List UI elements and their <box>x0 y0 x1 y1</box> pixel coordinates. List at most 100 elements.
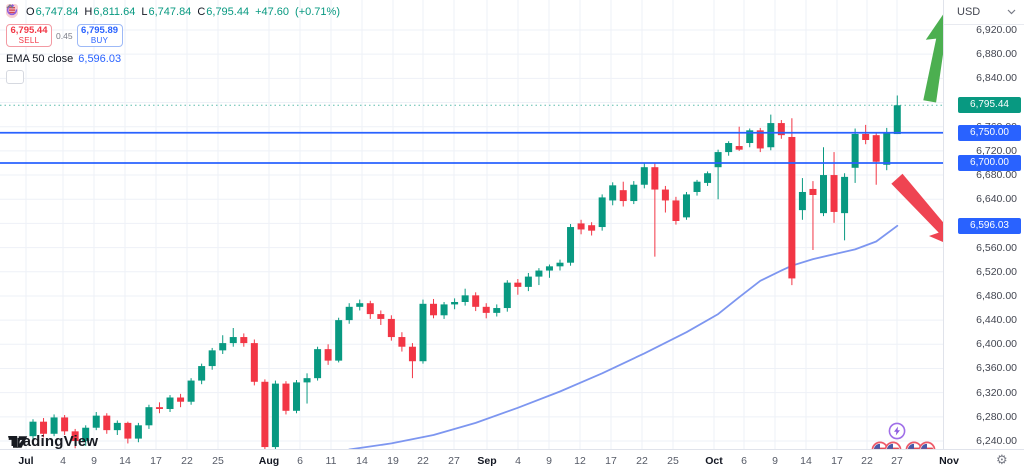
time-tick-label: Oct <box>705 455 723 467</box>
candle <box>493 304 501 317</box>
low-value: 6,747.84 <box>148 5 192 18</box>
candle-body <box>335 320 343 361</box>
candle-body <box>651 167 659 190</box>
tradingview-watermark[interactable]: TradingView <box>8 433 98 449</box>
candle-body <box>261 381 269 448</box>
candle <box>82 425 90 446</box>
candle-body <box>472 295 480 307</box>
candle <box>482 303 490 319</box>
time-tick-label: 14 <box>800 455 812 467</box>
candle-body <box>545 266 553 271</box>
price-tick-label: 6,360.00 <box>976 362 1017 375</box>
watermark-text: TradingView <box>8 433 99 449</box>
price-tick-label: 6,280.00 <box>976 410 1017 423</box>
candle-body <box>893 105 901 135</box>
sell-button[interactable]: 6,795.44 SELL <box>6 24 52 47</box>
price-tick-label: 6,400.00 <box>976 338 1017 351</box>
sell-price: 6,795.44 <box>10 25 48 36</box>
candle <box>556 259 564 271</box>
indicator-name: EMA 50 close <box>6 53 74 65</box>
candle <box>524 272 532 292</box>
candle-body <box>29 421 37 437</box>
candle <box>261 379 269 449</box>
candle <box>229 327 237 347</box>
candle <box>29 419 37 443</box>
change-value: +47.60 <box>255 5 290 18</box>
candle <box>335 317 343 363</box>
candle <box>61 415 69 435</box>
candle-body <box>682 194 690 218</box>
candle-body <box>830 175 838 212</box>
chevron-down-icon <box>1007 9 1016 15</box>
candle <box>198 363 206 385</box>
candle <box>177 393 185 408</box>
candle <box>472 292 480 312</box>
high-value: 6,811.64 <box>93 5 136 18</box>
candle-body <box>82 427 90 442</box>
candle <box>788 118 796 286</box>
candle <box>103 413 111 434</box>
candle <box>619 181 627 207</box>
time-tick-label: 4 <box>60 455 66 467</box>
legend-collapse-button[interactable] <box>6 4 24 84</box>
candle <box>503 280 511 312</box>
candle <box>862 124 870 145</box>
ema-price-badge: 6,596.03 <box>958 217 1021 234</box>
candle-body <box>598 197 606 228</box>
candle <box>282 381 290 415</box>
candle-body <box>851 133 859 168</box>
time-tick-label: 9 <box>91 455 97 467</box>
candle-body <box>714 152 722 168</box>
settings-gear-icon[interactable]: ⚙ <box>996 452 1008 467</box>
currency-selector[interactable]: USD <box>944 0 1024 25</box>
indicator-row[interactable]: EMA 50 close 6,596.03 <box>6 4 340 65</box>
close-value: 6,795.44 <box>206 5 250 18</box>
price-tick-label: 6,720.00 <box>976 144 1017 157</box>
candle-body <box>398 337 406 347</box>
candle-body <box>134 425 142 439</box>
price-tick-label: 6,480.00 <box>976 289 1017 302</box>
candle-body <box>809 188 817 196</box>
candle <box>92 412 100 431</box>
candle-body <box>567 227 575 263</box>
candle-body <box>293 382 300 411</box>
candle <box>630 181 638 205</box>
candle-body <box>271 383 279 448</box>
candle-body <box>113 422 121 431</box>
candle-body <box>219 343 227 351</box>
candle-body <box>250 343 258 382</box>
buy-price: 6,795.89 <box>81 25 119 36</box>
candle <box>714 149 722 200</box>
price-axis[interactable]: USD 6,920.006,880.006,840.006,760.006,72… <box>943 0 1024 449</box>
candle <box>40 418 48 438</box>
time-axis[interactable]: ⚙ Jul 4 9 14 17 22 25 Aug 6 11 14 19 22 27 Sep 4 9 12 17 22… <box>0 449 1024 472</box>
chart-plot-area[interactable]: − O6,747.84 H6,811.64 L6,747.84 C6,795.4… <box>0 0 943 449</box>
ema-50-line[interactable] <box>348 224 899 449</box>
candle <box>851 128 859 183</box>
candle <box>324 344 332 365</box>
candle <box>651 163 659 257</box>
candle <box>893 95 901 135</box>
candle-body <box>145 407 153 426</box>
buy-button[interactable]: 6,795.89 BUY <box>76 24 123 47</box>
candle-body <box>303 378 311 383</box>
candle-body <box>40 421 48 434</box>
candle-body <box>661 189 669 201</box>
time-tick-label: 14 <box>119 455 131 467</box>
candle-body <box>345 306 353 321</box>
candle <box>682 191 690 220</box>
candle <box>387 315 395 341</box>
time-tick-label: 25 <box>667 455 679 467</box>
close-label: C <box>197 5 206 18</box>
candle-body <box>50 417 58 434</box>
candle-body <box>725 143 733 153</box>
candle-body <box>735 146 743 150</box>
open-label: O <box>26 5 35 18</box>
price-tick-label: 6,320.00 <box>976 386 1017 399</box>
time-tick-label: Jul <box>18 455 34 467</box>
candle <box>451 298 459 310</box>
candle-body <box>240 337 248 344</box>
candle-body <box>208 350 216 367</box>
candle-body <box>577 223 585 230</box>
